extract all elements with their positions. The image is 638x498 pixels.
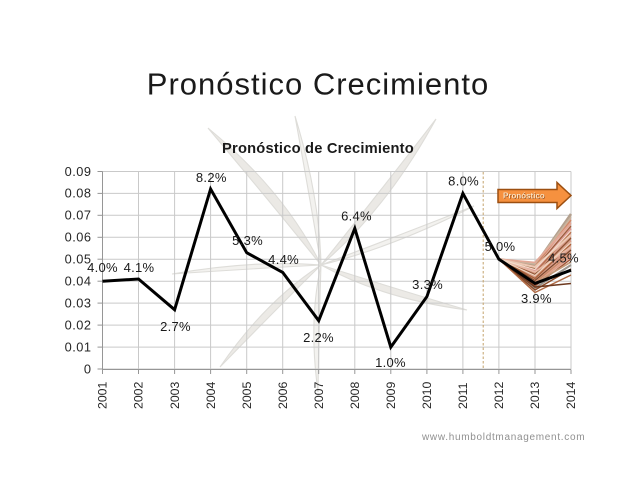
svg-text:2.2%: 2.2% <box>303 330 334 345</box>
svg-text:Pronóstico de Crecimiento: Pronóstico de Crecimiento <box>222 141 414 157</box>
svg-text:4.0%: 4.0% <box>87 260 118 275</box>
svg-text:Pronóstico: Pronóstico <box>503 192 545 201</box>
svg-text:2013: 2013 <box>528 381 542 409</box>
svg-text:3.9%: 3.9% <box>521 291 552 306</box>
svg-text:4.4%: 4.4% <box>268 252 299 267</box>
svg-text:2006: 2006 <box>276 381 290 409</box>
svg-text:2003: 2003 <box>168 381 182 409</box>
svg-text:2008: 2008 <box>348 381 362 409</box>
svg-text:4.5%: 4.5% <box>548 251 579 266</box>
svg-text:0.02: 0.02 <box>65 317 92 332</box>
svg-text:8.0%: 8.0% <box>448 174 479 189</box>
svg-text:Pronóstico Crecimiento: Pronóstico Crecimiento <box>147 67 489 102</box>
svg-text:1.0%: 1.0% <box>375 355 406 370</box>
svg-text:2012: 2012 <box>492 381 506 409</box>
svg-text:2009: 2009 <box>384 381 398 409</box>
svg-text:0.05: 0.05 <box>65 252 92 267</box>
svg-text:2005: 2005 <box>240 381 254 409</box>
svg-text:5.0%: 5.0% <box>485 239 516 254</box>
svg-text:5.3%: 5.3% <box>232 233 263 248</box>
svg-text:2014: 2014 <box>564 381 578 409</box>
svg-text:2011: 2011 <box>456 382 470 409</box>
svg-text:6.4%: 6.4% <box>341 209 372 224</box>
svg-text:0.09: 0.09 <box>65 164 92 179</box>
svg-text:0: 0 <box>84 361 92 376</box>
svg-text:2001: 2001 <box>96 381 110 409</box>
svg-text:8.2%: 8.2% <box>196 170 227 185</box>
svg-text:2.7%: 2.7% <box>160 319 191 334</box>
svg-text:0.06: 0.06 <box>65 230 92 245</box>
svg-text:0.01: 0.01 <box>65 339 92 354</box>
svg-text:3.3%: 3.3% <box>412 277 443 292</box>
svg-text:0.08: 0.08 <box>65 186 92 201</box>
svg-text:2004: 2004 <box>204 381 218 409</box>
svg-text:www.humboldtmanagement.com: www.humboldtmanagement.com <box>421 432 585 443</box>
svg-text:4.1%: 4.1% <box>124 260 155 275</box>
svg-text:2002: 2002 <box>132 381 146 409</box>
svg-text:Pronóstico: Pronóstico <box>504 192 546 201</box>
svg-text:2007: 2007 <box>312 381 326 409</box>
svg-text:0.07: 0.07 <box>65 208 92 223</box>
svg-text:0.04: 0.04 <box>65 274 92 289</box>
svg-text:0.03: 0.03 <box>65 295 92 310</box>
svg-text:2010: 2010 <box>420 381 434 409</box>
